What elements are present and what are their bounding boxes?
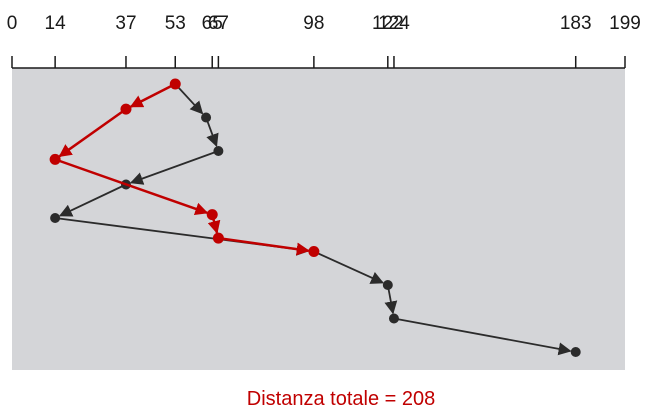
red-path-segment <box>129 82 176 108</box>
black-path-point <box>201 112 212 123</box>
total-distance-caption: Distanza totale = 208 <box>247 388 435 410</box>
black-path-segment <box>393 317 572 356</box>
red-path-segment <box>218 236 310 256</box>
axis-tick-label: 37 <box>115 13 136 34</box>
black-path-point <box>50 213 61 223</box>
black-path-segment <box>174 83 204 115</box>
red-path-segment <box>58 108 127 158</box>
red-path-point <box>120 103 132 115</box>
black-path-segment <box>205 117 219 148</box>
axis-tick-label: 122 <box>372 13 404 34</box>
red-path-point <box>206 209 218 221</box>
black-path-segment <box>58 183 127 217</box>
black-path-segment <box>313 250 384 284</box>
plot-panel <box>12 68 625 370</box>
red-path-segment <box>54 158 209 216</box>
black-path-point <box>388 313 399 324</box>
red-path-point <box>49 153 61 165</box>
axis-tick-label: 124 <box>378 13 410 34</box>
red-path-point <box>308 246 320 257</box>
black-path-point <box>570 347 581 357</box>
red-path-point <box>169 78 181 90</box>
black-path-point <box>382 280 393 290</box>
axis-tick-label: 98 <box>303 13 324 34</box>
axis-tick-label: 53 <box>165 13 186 34</box>
axis-tick-label: 0 <box>7 13 18 34</box>
red-path-point <box>212 232 224 244</box>
axis-tick-label: 67 <box>208 13 229 34</box>
red-path-group <box>49 78 320 257</box>
axis-tick-label: 199 <box>609 13 641 34</box>
axis-tick-label: 183 <box>560 13 592 34</box>
black-path-segment <box>129 150 219 185</box>
axis-tick-label: 65 <box>202 13 223 34</box>
axis-tick-label: 14 <box>45 13 67 34</box>
black-path-point <box>213 146 224 156</box>
